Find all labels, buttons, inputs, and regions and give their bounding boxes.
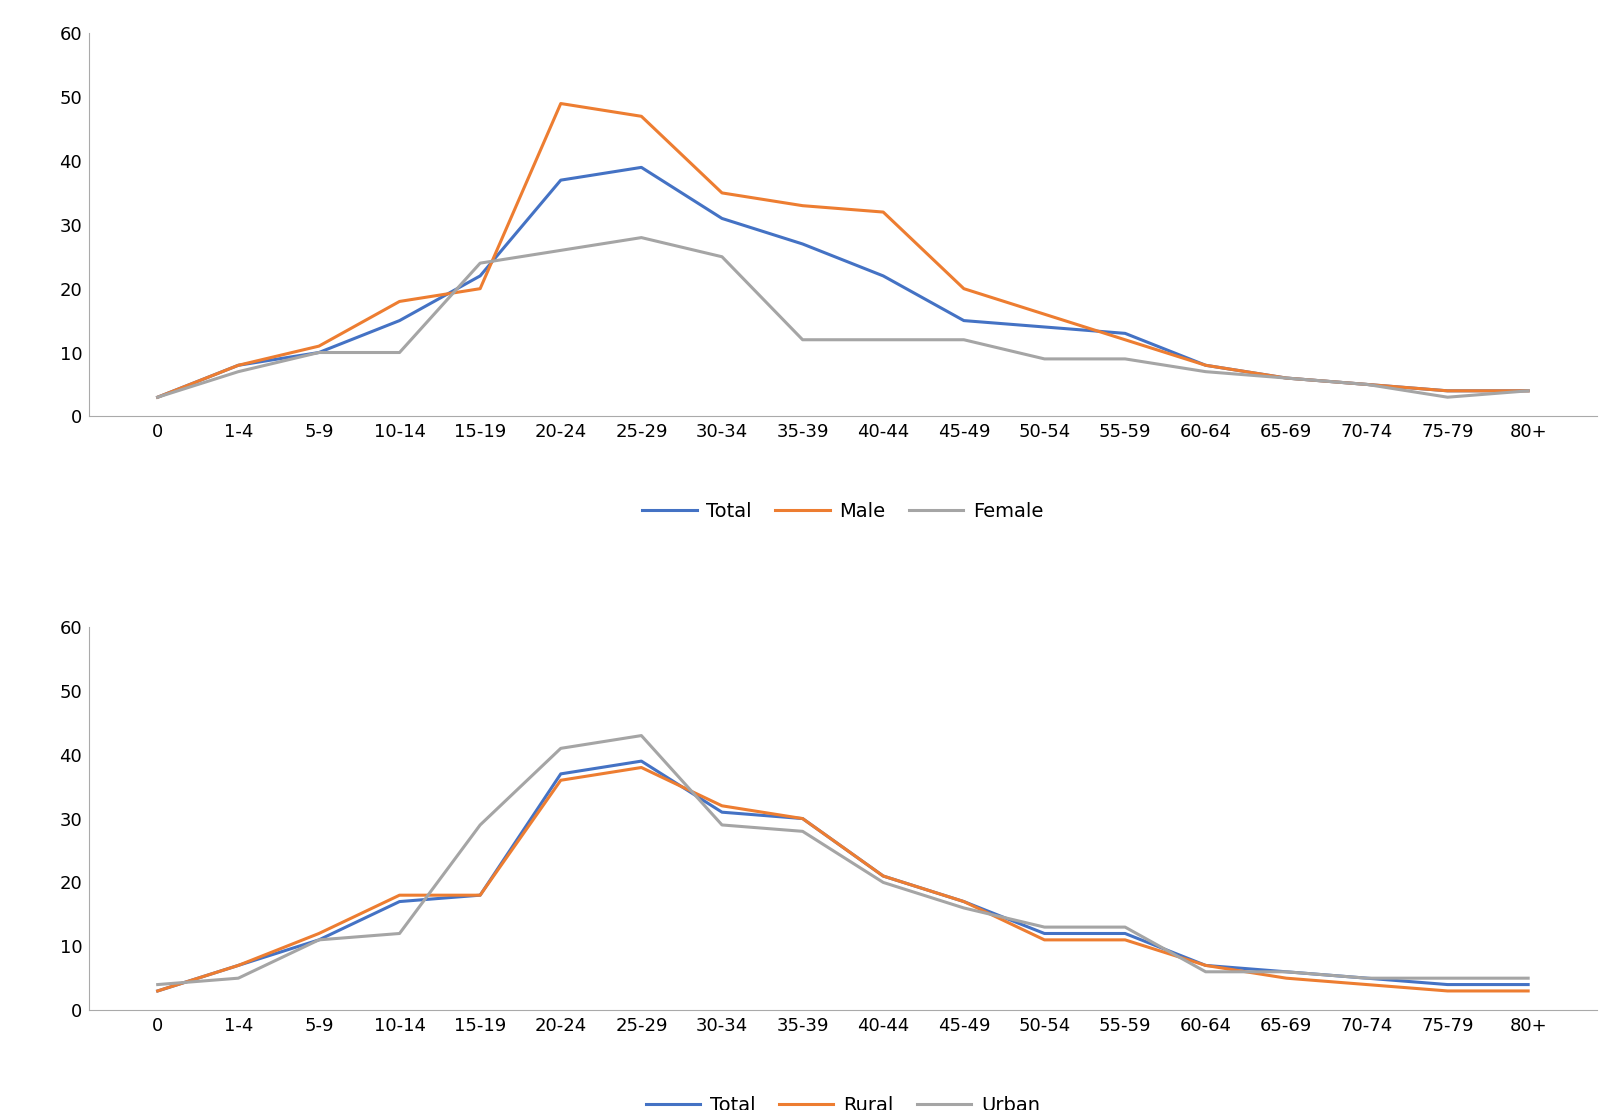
Legend: Total, Rural, Urban: Total, Rural, Urban	[639, 1089, 1047, 1110]
Legend: Total, Male, Female: Total, Male, Female	[634, 495, 1052, 529]
